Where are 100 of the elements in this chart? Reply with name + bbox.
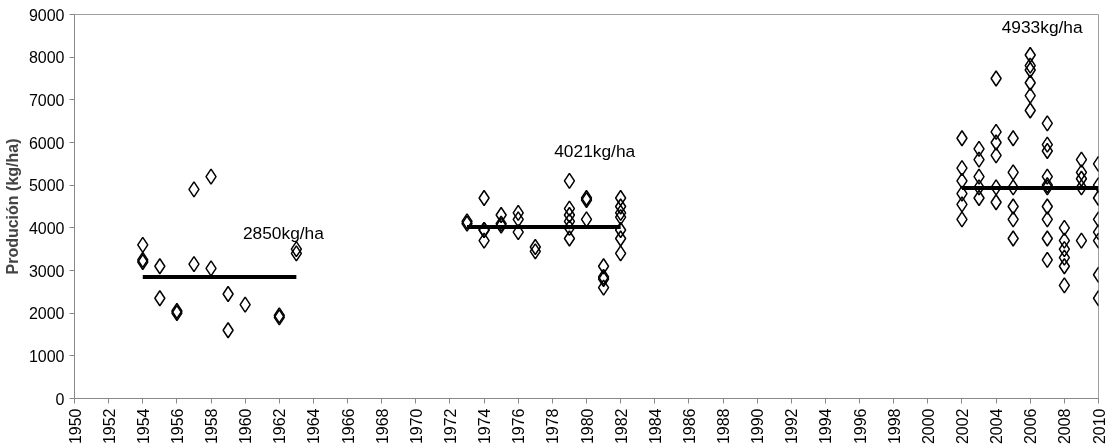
point: [1041, 168, 1054, 185]
x-tick-label: 1964: [305, 408, 323, 445]
y-tick-label: 4000: [28, 219, 65, 237]
x-tick-label: 1972: [441, 408, 459, 445]
point: [973, 151, 985, 168]
point: [990, 179, 1002, 196]
x-tick-label: 2008: [1056, 408, 1074, 445]
point: [990, 147, 1002, 164]
x-tick-label: 1956: [168, 408, 186, 445]
point: [597, 257, 610, 275]
point: [290, 245, 303, 262]
x-tick-label: 1982: [612, 408, 630, 445]
x-tick-label: 1986: [680, 408, 698, 445]
point: [1058, 257, 1071, 275]
x-tick-label: 1962: [271, 408, 289, 445]
annotation: 4933kg/ha: [1001, 17, 1084, 38]
y-tick-label: 5000: [28, 177, 65, 195]
x-tick-label: 1978: [544, 408, 562, 445]
point: [614, 204, 627, 222]
x-tick-label: 1994: [817, 408, 835, 445]
x-tick-label: 1992: [783, 408, 801, 445]
x-tick-label: 2006: [1022, 408, 1040, 445]
y-tick-label: 0: [55, 390, 65, 408]
y-tick-label: 9000: [28, 6, 65, 24]
point: [1024, 87, 1036, 104]
x-tick-label: 2004: [988, 408, 1006, 445]
point: [1041, 211, 1054, 228]
x-tick-label: 2010: [1090, 408, 1108, 445]
point: [529, 243, 542, 260]
point: [1041, 142, 1054, 160]
point: [1075, 151, 1088, 168]
point: [990, 70, 1002, 87]
x-tick-label: 1954: [134, 408, 152, 445]
x-tick-label: 1998: [885, 408, 903, 445]
point: [1075, 170, 1088, 188]
x-tick-label: 1988: [715, 408, 733, 445]
point: [205, 260, 217, 277]
annotation: 2850kg/ha: [242, 223, 325, 243]
y-tick-label: 2000: [28, 305, 65, 323]
point: [1024, 102, 1036, 119]
y-tick-label: 8000: [28, 49, 65, 67]
point: [614, 221, 627, 239]
point: [563, 206, 576, 224]
x-tick-label: 1980: [578, 408, 596, 445]
point: [1041, 230, 1054, 247]
x-tick-label: 1958: [203, 408, 221, 445]
point: [563, 172, 576, 190]
point: [205, 168, 217, 185]
y-tick-label: 1000: [28, 347, 65, 365]
point: [1075, 232, 1088, 249]
point: [529, 238, 542, 256]
point: [1007, 179, 1019, 196]
x-tick-label: 1968: [373, 408, 391, 445]
x-tick-label: 1996: [851, 408, 869, 445]
point: [1058, 277, 1071, 294]
point: [1041, 251, 1054, 269]
point: [563, 200, 576, 217]
point: [1041, 115, 1054, 132]
point: [614, 230, 627, 247]
point: [1075, 179, 1088, 196]
point: [614, 208, 627, 226]
point: [956, 211, 968, 228]
point: [990, 134, 1002, 151]
x-tick-label: 1984: [646, 408, 664, 445]
x-tick-label: 2000: [919, 408, 937, 445]
point: [1007, 211, 1019, 228]
point: [973, 168, 985, 185]
point: [239, 296, 251, 313]
y-tick-label: 7000: [28, 91, 65, 109]
x-tick-label: 1974: [476, 408, 494, 445]
x-tick-label: 1990: [749, 408, 767, 445]
point: [614, 198, 627, 215]
point: [563, 230, 576, 247]
x-tick-label: 1950: [66, 408, 84, 445]
point: [1007, 164, 1019, 181]
x-tick-label: 1976: [510, 408, 528, 445]
point: [478, 232, 490, 249]
y-tick-label: 6000: [28, 134, 65, 152]
point: [1007, 230, 1019, 247]
x-tick-label: 1960: [237, 408, 255, 445]
point: [188, 181, 200, 198]
point: [1075, 164, 1088, 181]
point: [1041, 136, 1054, 153]
y-tick-label: 3000: [28, 262, 65, 280]
point: [1058, 249, 1071, 266]
point: [1024, 57, 1036, 74]
point: [614, 189, 627, 207]
point: [1058, 232, 1071, 249]
point: [956, 196, 968, 213]
point: [973, 179, 985, 196]
x-tick-label: 1952: [100, 408, 118, 445]
point: [1058, 240, 1071, 258]
point: [1041, 198, 1054, 215]
x-tick-label: 2002: [953, 408, 971, 445]
x-tick-label: 1966: [339, 408, 357, 445]
point: [614, 245, 627, 262]
point: [1058, 219, 1071, 237]
y-axis-title: Produción (kg/ha): [3, 138, 21, 275]
point: [956, 185, 968, 202]
point: [597, 279, 610, 296]
